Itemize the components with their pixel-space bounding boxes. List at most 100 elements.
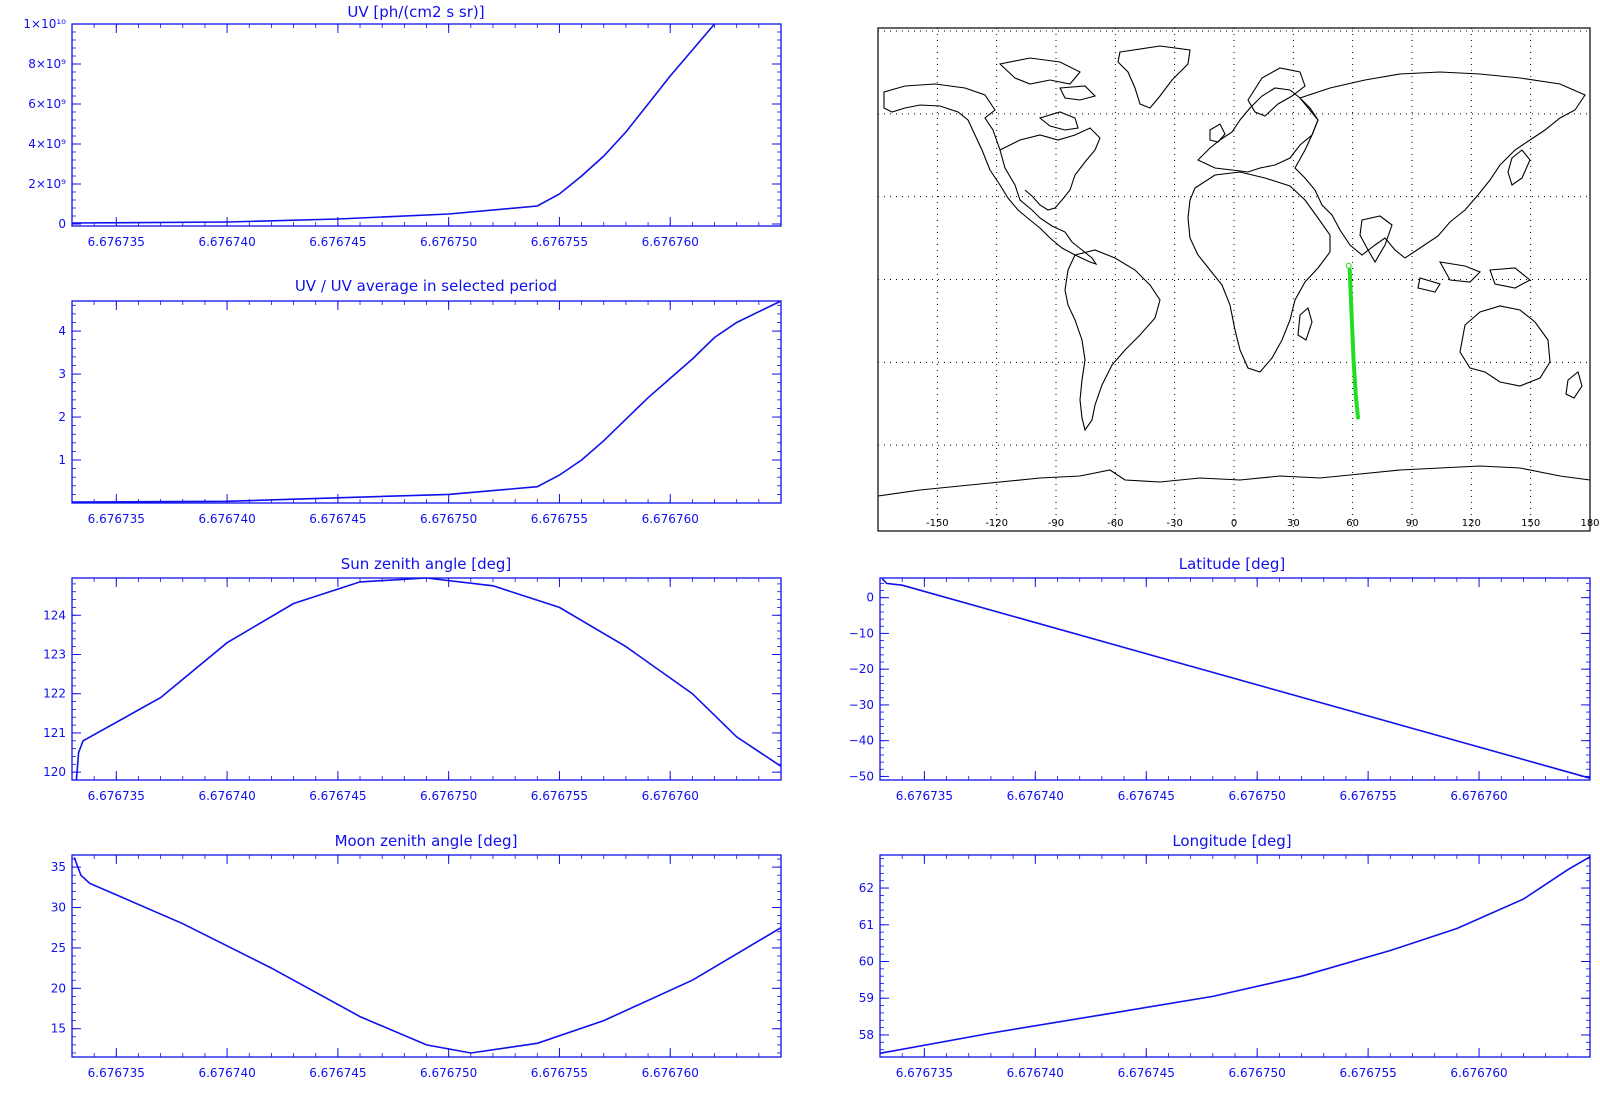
uv-ratio-title: UV / UV average in selected period [295,277,557,295]
y-tick-label: 4×10⁹ [28,137,66,151]
x-tick-label: 6.676740 [198,512,255,526]
x-tick-label: 6.676745 [309,1066,366,1080]
x-tick-label: 6.676755 [1339,1066,1396,1080]
world-map: -150 -120 -90 -60 -30 0 30 60 90 120 150 180 [877,27,1600,532]
x-tick-label: 6.676760 [642,512,699,526]
sun-zenith-series-line [75,577,782,781]
uv-ticks: 6.676735 6.676740 6.676745 6.676750 6.676755… [23,17,782,249]
y-tick-label: −40 [849,734,874,748]
uv-ratio-frame [71,300,782,504]
longitude-series-line [879,856,1591,1055]
continent-antarctica [877,465,1591,497]
x-tick-label: 6.676750 [1229,1066,1286,1080]
continent-africa [1187,171,1331,373]
map-lon-label: -120 [985,518,1008,529]
y-tick-label: 2 [58,410,66,424]
y-tick-label: 6×10⁹ [28,97,66,111]
moon-zenith-frame [71,854,782,1058]
moon-zenith-ticks: 6.676735 6.676740 6.676745 6.676750 6.676755… [51,855,782,1080]
latitude-panel: Latitude [deg] 6.676735 6.676740 6.676745 6… [849,555,1591,803]
x-tick-label: 6.676735 [88,512,145,526]
scandinavia [1247,67,1306,117]
map-lon-label: 60 [1346,518,1359,529]
map-lon-label: -150 [926,518,949,529]
x-tick-label: 6.676735 [88,1066,145,1080]
map-lon-label: 0 [1231,518,1237,529]
x-tick-label: 6.676740 [198,235,255,249]
y-tick-label: 58 [859,1028,874,1042]
x-tick-label: 6.676735 [88,789,145,803]
continent-north-america [883,83,1098,266]
continent-north-america-east [999,127,1101,211]
x-tick-label: 6.676740 [1007,1066,1064,1080]
x-tick-label: 6.676760 [642,235,699,249]
longitude-frame [879,854,1591,1058]
x-tick-label: 6.676745 [309,235,366,249]
x-tick-label: 6.676740 [1007,789,1064,803]
southeast-asia-islands [1417,261,1531,293]
y-tick-label: 61 [859,918,874,932]
y-tick-label: 1×10¹⁰ [23,17,66,31]
x-tick-label: 6.676755 [531,1066,588,1080]
arctic-islands [998,57,1097,101]
satellite-track-line [1347,267,1360,420]
map-lon-label: 180 [1580,518,1599,529]
sun-zenith-frame [71,577,782,781]
moon-zenith-series-line [73,857,782,1054]
y-tick-label: −30 [849,698,874,712]
x-tick-label: 6.676735 [896,789,953,803]
british-isles [1209,123,1226,143]
uv-ratio-ticks: 6.676735 6.676740 6.676745 6.676750 6.676755… [58,301,782,526]
map-lon-label: -60 [1107,518,1123,529]
x-tick-label: 6.676745 [309,512,366,526]
map-lon-label: 120 [1462,518,1481,529]
x-tick-label: 6.676760 [1450,789,1507,803]
x-tick-label: 6.676755 [531,235,588,249]
continent-australia [1459,305,1551,387]
x-tick-label: 6.676745 [1118,789,1175,803]
map-lon-label: 90 [1406,518,1419,529]
y-tick-label: 35 [51,860,66,874]
latitude-series-line [881,578,1591,779]
y-tick-label: 122 [43,687,66,701]
x-tick-label: 6.676735 [88,235,145,249]
y-tick-label: 124 [43,608,66,622]
y-tick-label: 20 [51,981,66,995]
new-zealand [1565,371,1583,399]
uv-frame [71,23,782,227]
y-tick-label: 60 [859,955,874,969]
x-tick-label: 6.676750 [420,789,477,803]
longitude-ticks: 6.676735 6.676740 6.676745 6.676750 6.676755… [859,855,1591,1080]
y-tick-label: 3 [58,367,66,381]
moon-zenith-panel: Moon zenith angle [deg] 6.676735 6.676740… [51,832,782,1080]
latitude-ticks: 6.676735 6.676740 6.676745 6.676750 6.676755… [849,578,1591,803]
sun-zenith-panel: Sun zenith angle [deg] 6.676735 6.676740 6… [43,555,782,803]
map-coastlines [877,45,1591,497]
uv-ratio-series-line [71,300,782,503]
continent-asia [1294,71,1586,259]
x-tick-label: 6.676755 [531,789,588,803]
continent-south-america [1064,249,1161,432]
latitude-frame [879,577,1591,781]
x-tick-label: 6.676750 [1229,789,1286,803]
x-tick-label: 6.676745 [1118,1066,1175,1080]
japan [1507,149,1531,186]
y-tick-label: 121 [43,726,66,740]
longitude-title: Longitude [deg] [1172,832,1291,850]
y-tick-label: 4 [58,324,66,338]
x-tick-label: 6.676760 [642,1066,699,1080]
continent-europe [1197,87,1319,173]
x-tick-label: 6.676750 [420,235,477,249]
y-tick-label: 59 [859,991,874,1005]
map-lon-label: 150 [1521,518,1540,529]
y-tick-label: 15 [51,1022,66,1036]
track-start-marker [1345,262,1352,269]
longitude-panel: Longitude [deg] 6.676735 6.676740 6.676745… [859,832,1591,1080]
continent-greenland [1117,45,1191,109]
x-tick-label: 6.676750 [420,512,477,526]
y-tick-label: 123 [43,647,66,661]
x-tick-label: 6.676755 [1339,789,1396,803]
uv-title: UV [ph/(cm2 s sr)] [347,3,484,21]
map-longitude-ticks: -150 -120 -90 -60 -30 0 30 60 90 120 150 180 [926,518,1600,529]
